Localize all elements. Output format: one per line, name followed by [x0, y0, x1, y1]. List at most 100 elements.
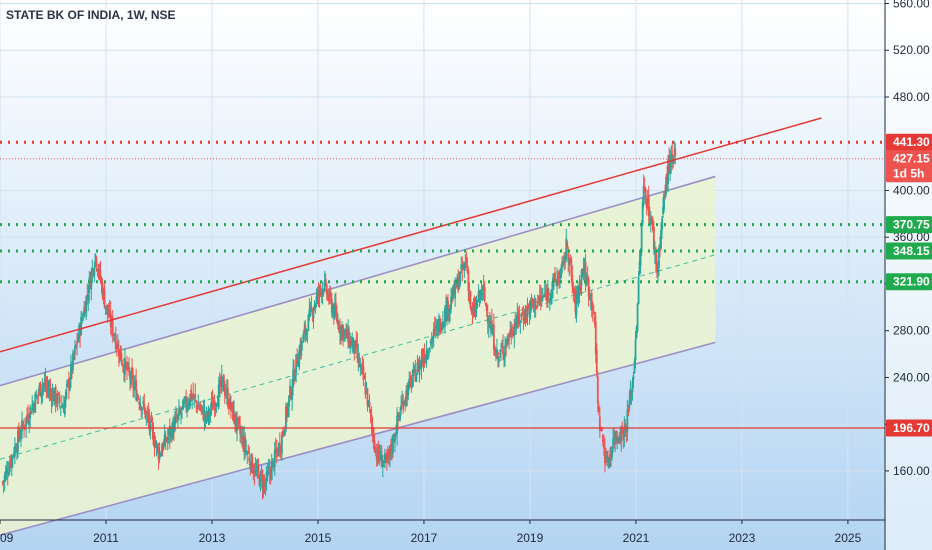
- candle: [479, 289, 482, 304]
- candle: [79, 322, 82, 348]
- candle: [669, 149, 672, 182]
- candle-body: [220, 375, 223, 388]
- candle-body: [531, 298, 534, 305]
- candle: [212, 396, 215, 408]
- candle-body: [61, 407, 64, 409]
- candle: [564, 251, 567, 270]
- candle-body: [282, 430, 284, 435]
- candle-body: [650, 217, 653, 221]
- candle: [627, 404, 630, 416]
- candle-body: [204, 414, 207, 418]
- candle-body: [529, 300, 532, 314]
- candle-body: [134, 382, 137, 384]
- candle-body: [106, 304, 109, 314]
- candle-body: [568, 259, 571, 266]
- candle: [385, 448, 388, 471]
- candle: [51, 383, 54, 407]
- candle: [447, 294, 449, 322]
- x-tick-label: 2011: [93, 531, 119, 545]
- candle: [416, 354, 419, 375]
- candle: [35, 389, 38, 399]
- candle-body: [482, 284, 485, 291]
- candle-body: [473, 306, 476, 315]
- candle: [663, 191, 665, 213]
- candle-body: [169, 428, 172, 434]
- candle-body: [174, 415, 177, 420]
- candle: [302, 331, 305, 343]
- candle-body: [314, 304, 317, 308]
- candle-body: [598, 416, 601, 431]
- candle: [495, 347, 497, 362]
- candle: [399, 406, 402, 422]
- candle-body: [297, 363, 300, 368]
- candle-body: [76, 341, 78, 345]
- candle-body: [63, 400, 66, 415]
- candle: [457, 269, 460, 294]
- candle-body: [356, 343, 359, 357]
- candle: [315, 288, 318, 307]
- candle: [408, 371, 411, 391]
- candle: [453, 280, 456, 295]
- candle: [481, 285, 484, 301]
- candle: [498, 356, 500, 368]
- candle: [19, 429, 21, 442]
- candle-body: [21, 420, 23, 432]
- candle-body: [213, 403, 216, 411]
- candle-body: [288, 395, 290, 407]
- candle: [61, 402, 64, 409]
- candle: [287, 401, 289, 418]
- candle: [122, 364, 124, 373]
- candle: [459, 271, 462, 287]
- candle-body: [352, 337, 355, 346]
- candle-body: [311, 312, 314, 317]
- candle: [316, 286, 319, 305]
- candle-body: [571, 274, 574, 288]
- candle: [622, 427, 625, 449]
- candle-body: [149, 419, 152, 432]
- candle: [104, 307, 107, 315]
- candle-body: [511, 332, 514, 337]
- candle: [445, 294, 447, 323]
- candle-body: [566, 241, 569, 248]
- candle-body: [218, 380, 221, 386]
- y-tick-label: 560.00: [893, 0, 930, 11]
- candle: [109, 301, 112, 335]
- candle: [589, 292, 592, 311]
- candle: [78, 322, 80, 343]
- candle-body: [581, 268, 584, 273]
- candle-body: [274, 448, 277, 453]
- candle-body: [54, 386, 57, 404]
- candle: [207, 405, 210, 426]
- candle-body: [383, 453, 386, 463]
- candle: [227, 399, 230, 415]
- candle-body: [497, 352, 499, 359]
- candle-body: [514, 321, 517, 327]
- candle: [230, 395, 232, 419]
- candle: [377, 440, 380, 464]
- candle-body: [272, 460, 275, 469]
- candle: [161, 442, 164, 457]
- candle: [232, 401, 234, 422]
- candle: [554, 266, 556, 283]
- candle-body: [652, 226, 655, 250]
- candle: [380, 445, 383, 468]
- candle: [516, 302, 519, 329]
- candle-body: [1, 482, 4, 484]
- candle-body: [278, 442, 281, 453]
- x-tick-label: 2023: [729, 531, 756, 545]
- candle-body: [90, 271, 93, 290]
- candle: [588, 287, 591, 301]
- candle: [98, 263, 101, 281]
- candle-body: [96, 269, 99, 273]
- candle-body: [248, 456, 251, 463]
- candle: [519, 320, 522, 334]
- candle: [535, 305, 538, 310]
- candle-body: [498, 358, 500, 363]
- candle: [477, 284, 480, 303]
- candle-body: [530, 299, 533, 303]
- candle-body: [338, 324, 340, 331]
- candle: [277, 442, 280, 457]
- candle: [71, 361, 73, 380]
- candle: [527, 303, 530, 309]
